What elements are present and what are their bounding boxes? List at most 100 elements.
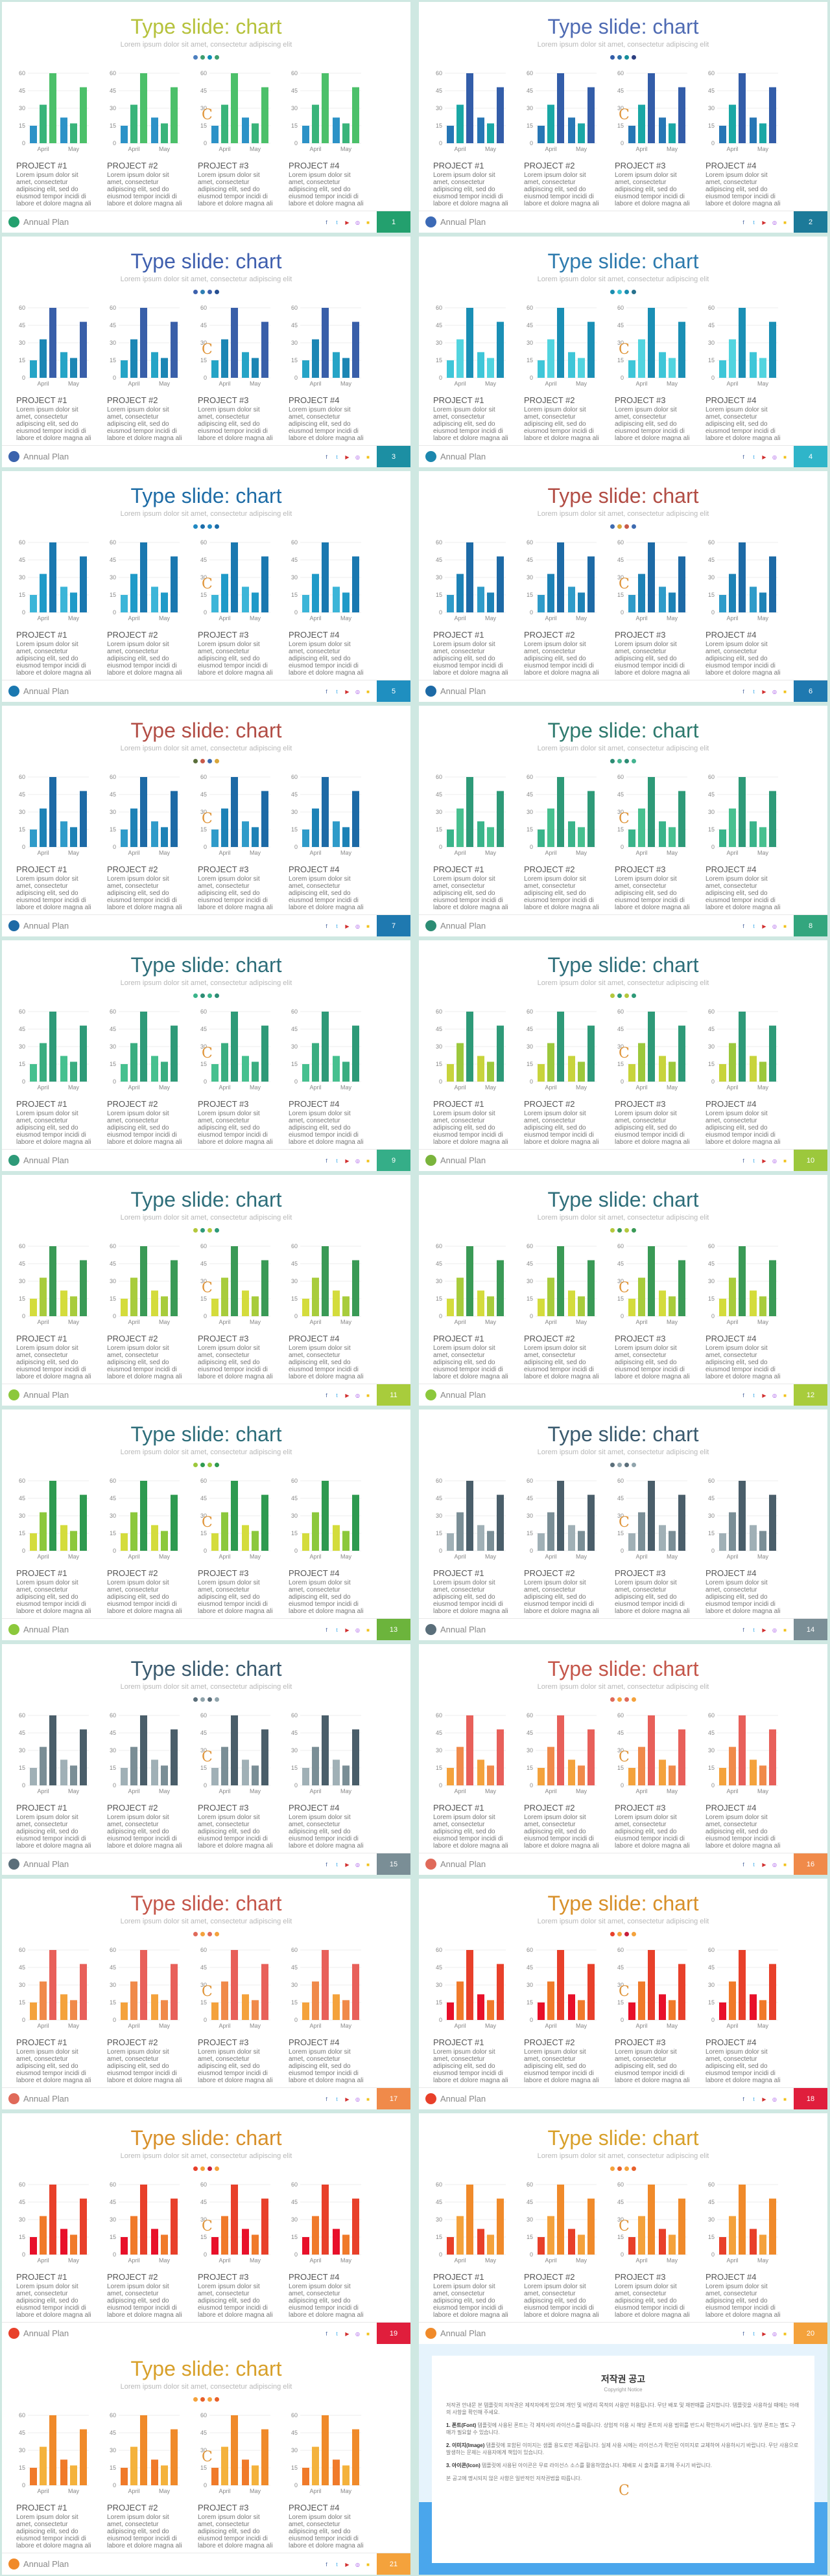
page-number-tab[interactable]: 6 xyxy=(794,680,827,702)
instagram-icon[interactable]: ◎ xyxy=(355,2331,360,2337)
youtube-icon[interactable]: ▶ xyxy=(762,1158,766,1164)
instagram-icon[interactable]: ◎ xyxy=(355,454,360,460)
facebook-icon[interactable]: f xyxy=(742,2096,744,2102)
kakao-icon[interactable]: ■ xyxy=(783,923,787,929)
instagram-icon[interactable]: ◎ xyxy=(772,2331,777,2337)
instagram-icon[interactable]: ◎ xyxy=(355,2096,360,2102)
youtube-icon[interactable]: ▶ xyxy=(345,689,350,695)
twitter-icon[interactable]: t xyxy=(753,1862,755,1868)
page-number-tab[interactable]: 3 xyxy=(377,446,410,467)
kakao-icon[interactable]: ■ xyxy=(366,923,370,929)
instagram-icon[interactable]: ◎ xyxy=(772,1393,777,1398)
page-number-tab[interactable]: 9 xyxy=(377,1150,410,1171)
twitter-icon[interactable]: t xyxy=(336,2562,338,2568)
facebook-icon[interactable]: f xyxy=(742,2331,744,2337)
instagram-icon[interactable]: ◎ xyxy=(355,1393,360,1398)
instagram-icon[interactable]: ◎ xyxy=(355,923,360,929)
youtube-icon[interactable]: ▶ xyxy=(762,2096,766,2102)
facebook-icon[interactable]: f xyxy=(326,689,327,695)
youtube-icon[interactable]: ▶ xyxy=(762,2331,766,2337)
twitter-icon[interactable]: t xyxy=(753,923,755,929)
youtube-icon[interactable]: ▶ xyxy=(345,2331,350,2337)
youtube-icon[interactable]: ▶ xyxy=(345,2562,350,2568)
youtube-icon[interactable]: ▶ xyxy=(345,923,350,929)
page-number-tab[interactable]: 17 xyxy=(377,2088,410,2109)
youtube-icon[interactable]: ▶ xyxy=(345,2096,350,2102)
twitter-icon[interactable]: t xyxy=(753,689,755,695)
page-number-tab[interactable]: 11 xyxy=(377,1384,410,1406)
page-number-tab[interactable]: 7 xyxy=(377,915,410,936)
twitter-icon[interactable]: t xyxy=(753,1393,755,1398)
page-number-tab[interactable]: 16 xyxy=(794,1853,827,1875)
twitter-icon[interactable]: t xyxy=(336,220,338,226)
kakao-icon[interactable]: ■ xyxy=(783,1158,787,1164)
youtube-icon[interactable]: ▶ xyxy=(345,1158,350,1164)
facebook-icon[interactable]: f xyxy=(326,2331,327,2337)
kakao-icon[interactable]: ■ xyxy=(366,2331,370,2337)
youtube-icon[interactable]: ▶ xyxy=(762,1393,766,1398)
twitter-icon[interactable]: t xyxy=(753,454,755,460)
twitter-icon[interactable]: t xyxy=(336,1627,338,1633)
facebook-icon[interactable]: f xyxy=(326,1862,327,1868)
instagram-icon[interactable]: ◎ xyxy=(772,689,777,695)
twitter-icon[interactable]: t xyxy=(753,220,755,226)
facebook-icon[interactable]: f xyxy=(742,923,744,929)
facebook-icon[interactable]: f xyxy=(742,454,744,460)
kakao-icon[interactable]: ■ xyxy=(366,2562,370,2568)
kakao-icon[interactable]: ■ xyxy=(783,2331,787,2337)
kakao-icon[interactable]: ■ xyxy=(783,689,787,695)
youtube-icon[interactable]: ▶ xyxy=(345,220,350,226)
kakao-icon[interactable]: ■ xyxy=(366,1393,370,1398)
page-number-tab[interactable]: 10 xyxy=(794,1150,827,1171)
kakao-icon[interactable]: ■ xyxy=(366,1862,370,1868)
youtube-icon[interactable]: ▶ xyxy=(762,1862,766,1868)
kakao-icon[interactable]: ■ xyxy=(783,1393,787,1398)
instagram-icon[interactable]: ◎ xyxy=(355,1862,360,1868)
twitter-icon[interactable]: t xyxy=(336,2096,338,2102)
page-number-tab[interactable]: 18 xyxy=(794,2088,827,2109)
instagram-icon[interactable]: ◎ xyxy=(772,1158,777,1164)
twitter-icon[interactable]: t xyxy=(336,1158,338,1164)
page-number-tab[interactable]: 15 xyxy=(377,1853,410,1875)
twitter-icon[interactable]: t xyxy=(753,1627,755,1633)
facebook-icon[interactable]: f xyxy=(326,923,327,929)
twitter-icon[interactable]: t xyxy=(753,2096,755,2102)
instagram-icon[interactable]: ◎ xyxy=(772,454,777,460)
instagram-icon[interactable]: ◎ xyxy=(772,220,777,226)
twitter-icon[interactable]: t xyxy=(336,1393,338,1398)
twitter-icon[interactable]: t xyxy=(336,1862,338,1868)
facebook-icon[interactable]: f xyxy=(742,1393,744,1398)
youtube-icon[interactable]: ▶ xyxy=(762,923,766,929)
youtube-icon[interactable]: ▶ xyxy=(762,454,766,460)
youtube-icon[interactable]: ▶ xyxy=(762,220,766,226)
page-number-tab[interactable]: 19 xyxy=(377,2323,410,2344)
kakao-icon[interactable]: ■ xyxy=(366,1158,370,1164)
kakao-icon[interactable]: ■ xyxy=(366,454,370,460)
page-number-tab[interactable]: 13 xyxy=(377,1619,410,1640)
kakao-icon[interactable]: ■ xyxy=(783,1862,787,1868)
instagram-icon[interactable]: ◎ xyxy=(772,2096,777,2102)
instagram-icon[interactable]: ◎ xyxy=(355,2562,360,2568)
instagram-icon[interactable]: ◎ xyxy=(355,1627,360,1633)
kakao-icon[interactable]: ■ xyxy=(783,454,787,460)
instagram-icon[interactable]: ◎ xyxy=(355,220,360,226)
page-number-tab[interactable]: 12 xyxy=(794,1384,827,1406)
kakao-icon[interactable]: ■ xyxy=(783,220,787,226)
twitter-icon[interactable]: t xyxy=(336,2331,338,2337)
twitter-icon[interactable]: t xyxy=(336,454,338,460)
youtube-icon[interactable]: ▶ xyxy=(762,689,766,695)
instagram-icon[interactable]: ◎ xyxy=(772,1627,777,1633)
facebook-icon[interactable]: f xyxy=(742,689,744,695)
facebook-icon[interactable]: f xyxy=(326,2562,327,2568)
facebook-icon[interactable]: f xyxy=(742,220,744,226)
facebook-icon[interactable]: f xyxy=(326,1393,327,1398)
youtube-icon[interactable]: ▶ xyxy=(345,1862,350,1868)
youtube-icon[interactable]: ▶ xyxy=(345,1627,350,1633)
facebook-icon[interactable]: f xyxy=(742,1862,744,1868)
page-number-tab[interactable]: 1 xyxy=(377,211,410,233)
youtube-icon[interactable]: ▶ xyxy=(345,1393,350,1398)
instagram-icon[interactable]: ◎ xyxy=(772,1862,777,1868)
page-number-tab[interactable]: 14 xyxy=(794,1619,827,1640)
page-number-tab[interactable]: 5 xyxy=(377,680,410,702)
facebook-icon[interactable]: f xyxy=(326,454,327,460)
